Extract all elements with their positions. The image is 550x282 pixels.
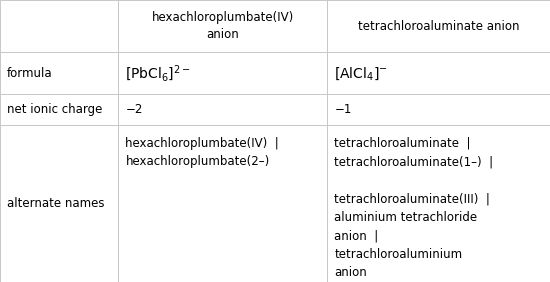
Text: $\mathregular{[PbCl_6]^{2-}}$: $\mathregular{[PbCl_6]^{2-}}$ <box>125 63 191 83</box>
Text: tetrachloroaluminate  |
tetrachloroaluminate(1–)  |

tetrachloroaluminate(III)  : tetrachloroaluminate | tetrachloroalumin… <box>334 137 493 279</box>
Text: tetrachloroaluminate anion: tetrachloroaluminate anion <box>358 19 519 33</box>
Text: −1: −1 <box>334 103 352 116</box>
Text: −2: −2 <box>125 103 143 116</box>
Text: $\mathregular{[AlCl_4]^{-}}$: $\mathregular{[AlCl_4]^{-}}$ <box>334 65 388 82</box>
Text: formula: formula <box>7 67 53 80</box>
Text: hexachloroplumbate(IV)  |
hexachloroplumbate(2–): hexachloroplumbate(IV) | hexachloroplumb… <box>125 137 279 168</box>
Text: net ionic charge: net ionic charge <box>7 103 102 116</box>
Text: hexachloroplumbate(IV)
anion: hexachloroplumbate(IV) anion <box>152 11 294 41</box>
Text: alternate names: alternate names <box>7 197 104 210</box>
